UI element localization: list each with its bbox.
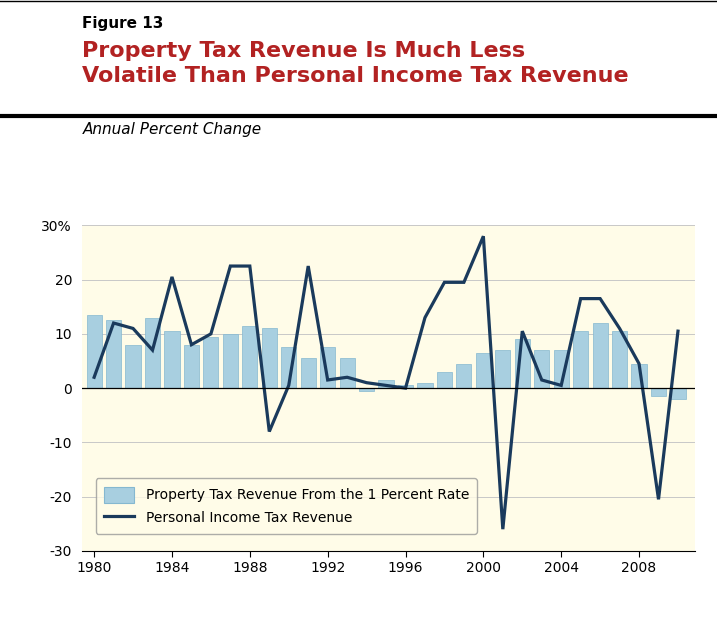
- Bar: [164, 331, 179, 388]
- Bar: [456, 364, 472, 388]
- Bar: [281, 347, 296, 388]
- Bar: [670, 388, 685, 399]
- Bar: [437, 372, 452, 388]
- Bar: [223, 334, 238, 388]
- Bar: [592, 323, 608, 388]
- Bar: [515, 339, 530, 388]
- Bar: [495, 350, 511, 388]
- Legend: Property Tax Revenue From the 1 Percent Rate, Personal Income Tax Revenue: Property Tax Revenue From the 1 Percent …: [95, 478, 478, 534]
- Bar: [242, 326, 257, 388]
- Text: Property Tax Revenue Is Much Less: Property Tax Revenue Is Much Less: [82, 41, 526, 61]
- Bar: [417, 382, 432, 388]
- Text: Annual Percent Change: Annual Percent Change: [82, 122, 262, 137]
- Bar: [398, 386, 413, 388]
- Bar: [359, 388, 374, 391]
- Bar: [632, 364, 647, 388]
- Text: Figure 13: Figure 13: [82, 16, 163, 31]
- Bar: [340, 358, 355, 388]
- Bar: [651, 388, 666, 396]
- Bar: [300, 358, 315, 388]
- Bar: [534, 350, 549, 388]
- Text: Volatile Than Personal Income Tax Revenue: Volatile Than Personal Income Tax Revenu…: [82, 66, 629, 86]
- Bar: [87, 315, 102, 388]
- Bar: [145, 317, 160, 388]
- Bar: [320, 347, 336, 388]
- Bar: [379, 380, 394, 388]
- Bar: [204, 337, 219, 388]
- Bar: [573, 331, 588, 388]
- Bar: [106, 321, 121, 388]
- Bar: [125, 345, 141, 388]
- Bar: [476, 353, 491, 388]
- Bar: [262, 329, 277, 388]
- Bar: [554, 350, 569, 388]
- Bar: [184, 345, 199, 388]
- Bar: [612, 331, 627, 388]
